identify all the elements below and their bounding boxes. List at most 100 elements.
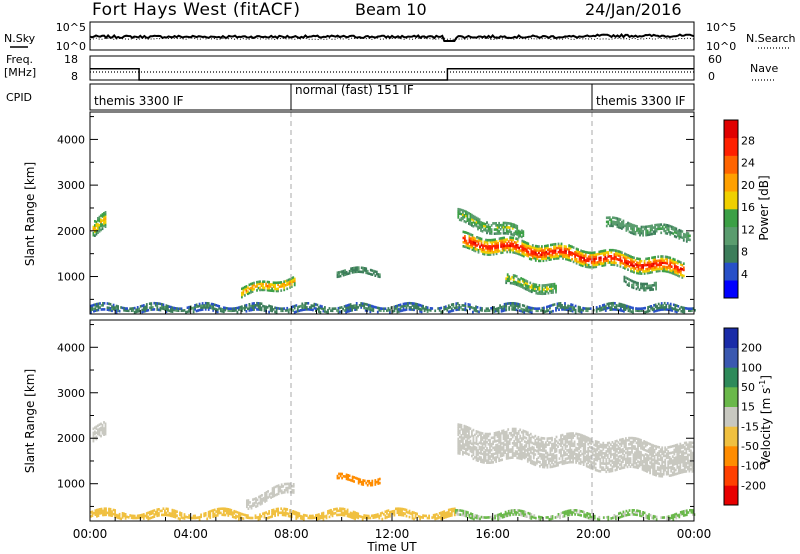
velocity-cell — [576, 443, 579, 446]
power-cell — [495, 228, 497, 231]
power-cell — [663, 229, 666, 233]
velocity-cell — [130, 514, 133, 518]
power-cell — [685, 233, 688, 237]
power-cell — [510, 240, 513, 244]
power-cell — [271, 289, 273, 292]
power-cell — [318, 306, 320, 309]
power-cell — [610, 220, 613, 223]
power-cell — [269, 283, 272, 286]
velocity-cell — [688, 465, 691, 469]
power-cell — [494, 307, 497, 311]
velocity-cell — [292, 483, 295, 486]
power-cell — [666, 226, 669, 229]
power-cell — [524, 249, 527, 252]
power-cell — [544, 246, 546, 250]
power-cell — [485, 309, 488, 313]
power-cell — [673, 270, 676, 274]
velocity-cell — [637, 452, 639, 455]
velocity-cell — [617, 459, 620, 463]
velocity-cell — [513, 442, 516, 445]
velocity-cell — [161, 509, 163, 513]
velocity-cell — [231, 513, 234, 517]
velocity-cell — [576, 447, 579, 450]
power-cell — [547, 309, 550, 312]
power-cell — [571, 245, 573, 249]
power-cell — [646, 261, 649, 265]
velocity-cell — [661, 448, 664, 451]
power-cell — [180, 309, 183, 312]
power-cell — [630, 225, 632, 228]
power-cell — [608, 216, 611, 219]
power-cell — [504, 238, 507, 241]
power-cell — [209, 306, 212, 310]
power-cell — [284, 309, 287, 312]
velocity-cell — [602, 456, 605, 459]
velocity-cell — [496, 453, 499, 457]
velocity-cell — [561, 462, 564, 466]
power-cell — [469, 223, 472, 226]
power-cell — [531, 252, 534, 255]
power-cell — [667, 270, 670, 274]
power-cell — [473, 240, 475, 244]
power-cell — [495, 232, 497, 235]
power-cell — [616, 219, 619, 222]
velocity-cell — [115, 513, 118, 517]
velocity-cell — [411, 517, 414, 520]
power-cell — [533, 283, 536, 286]
velocity-cell — [655, 473, 657, 477]
velocity-cell — [594, 466, 597, 470]
velocity-cell — [659, 470, 662, 474]
power-cell — [574, 255, 576, 258]
velocity-cell — [227, 514, 230, 517]
velocity-cell — [350, 479, 352, 482]
velocity-cell — [97, 512, 100, 516]
velocity-cell — [286, 488, 289, 492]
power-cell — [248, 305, 251, 308]
power-cell — [646, 225, 649, 228]
velocity-cell — [690, 453, 692, 457]
power-cell — [339, 310, 341, 314]
power-cell — [222, 306, 225, 309]
power-cell — [524, 287, 527, 291]
power-cell — [625, 225, 628, 228]
velocity-cell — [457, 437, 460, 441]
velocity-cell — [510, 433, 513, 437]
velocity-cell — [252, 498, 254, 501]
power-cell — [462, 230, 465, 234]
velocity-cell — [256, 504, 259, 508]
power-cell — [678, 268, 681, 272]
cpid-mode-2: normal (fast) 151 IF — [295, 83, 414, 97]
velocity-cell — [542, 441, 544, 444]
velocity-cell — [584, 445, 587, 449]
power-cell — [457, 207, 460, 211]
power-cell — [681, 230, 684, 233]
velocity-cell — [656, 455, 659, 459]
velocity-cell — [100, 511, 103, 515]
velocity-cell — [180, 516, 183, 519]
power-cell — [420, 308, 423, 312]
power-cell — [248, 291, 251, 295]
velocity-cell — [499, 442, 502, 446]
velocity-cell — [158, 508, 160, 511]
velocity-cell — [296, 513, 299, 517]
power-cell — [251, 286, 254, 289]
power-cell — [557, 242, 560, 246]
power-cell — [280, 281, 283, 284]
velocity-cell — [124, 515, 127, 518]
velocity-cell — [224, 509, 227, 513]
power-echo-cells — [90, 207, 696, 314]
velocity-cell — [492, 442, 494, 446]
power-cell — [501, 236, 504, 240]
velocity-cell — [341, 476, 343, 480]
velocity-cell — [549, 441, 552, 444]
velocity-cell — [483, 446, 485, 450]
power-cell — [402, 302, 405, 306]
power-cell — [562, 306, 565, 309]
power-cell — [156, 302, 159, 305]
power-cell — [645, 229, 647, 233]
velocity-cell — [156, 514, 159, 518]
power-cell — [523, 282, 526, 286]
power-cell — [302, 308, 305, 311]
power-cell — [471, 217, 473, 221]
velocity-cell — [623, 449, 626, 453]
